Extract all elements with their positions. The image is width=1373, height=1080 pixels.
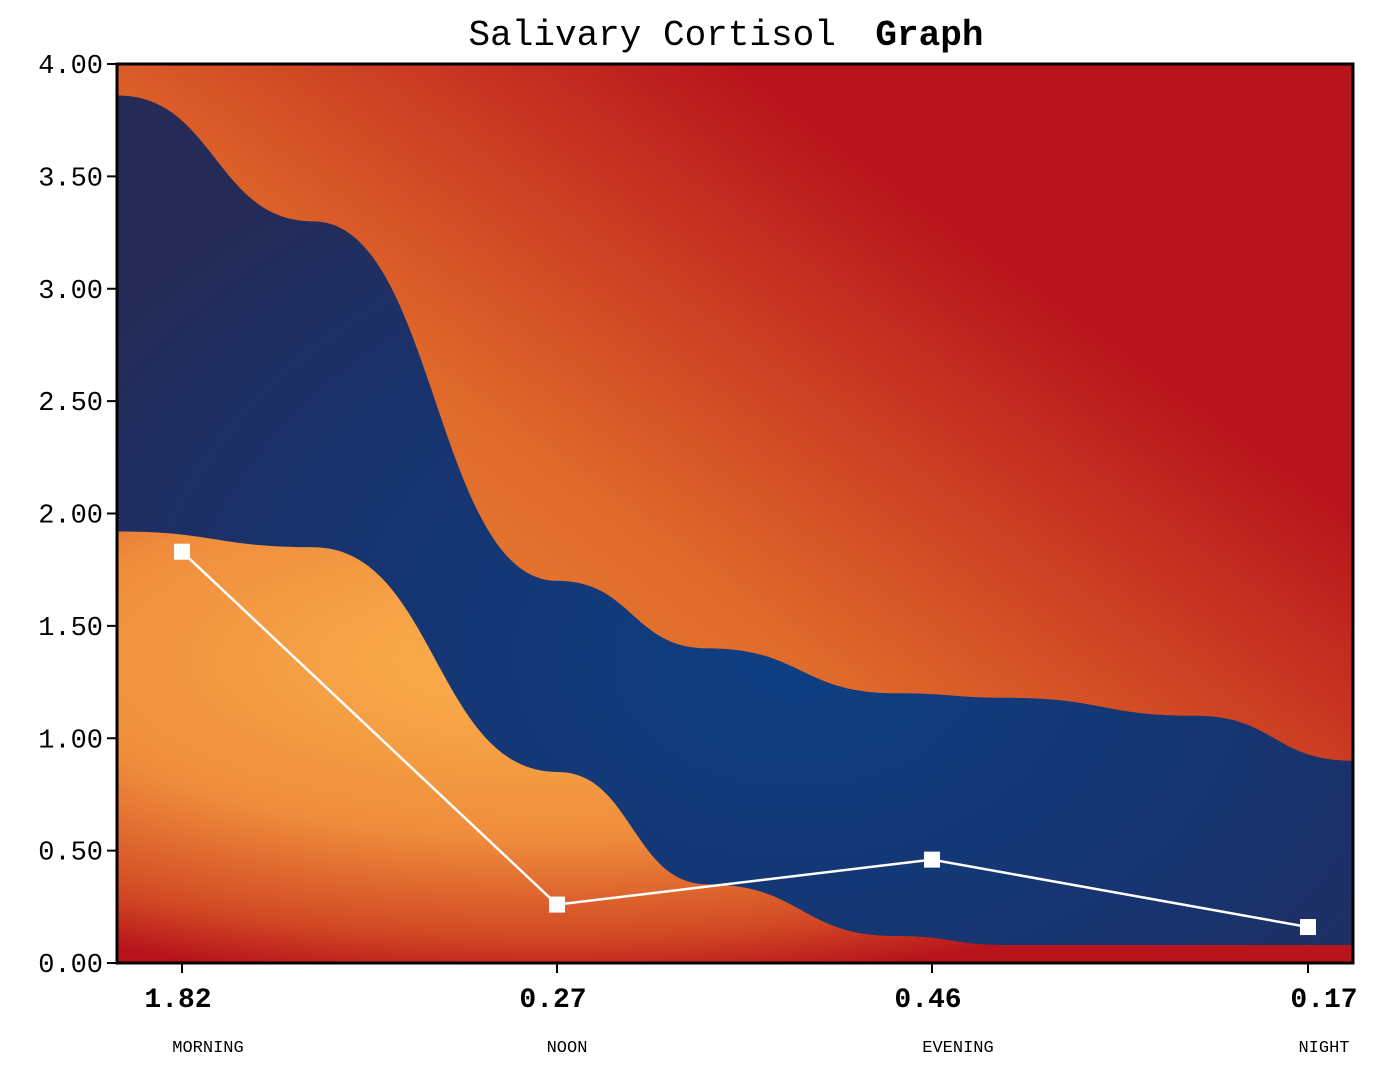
svg-text:Salivary Cortisol Graph: Salivary Cortisol Graph (469, 15, 984, 56)
y-tick-label: 4.00 (38, 52, 103, 82)
title-text: Salivary Cortisol (469, 15, 836, 56)
y-tick-label: 3.50 (38, 164, 103, 194)
y-tick-label: 0.00 (38, 951, 103, 981)
y-tick-label: 0.50 (38, 839, 103, 869)
y-tick-label: 2.50 (38, 389, 103, 419)
data-point-evening (924, 851, 940, 868)
data-point-noon (549, 896, 565, 913)
data-point-morning (174, 543, 190, 560)
y-tick-label: 1.00 (38, 726, 103, 756)
x-axis: 1.82 MORNING 0.27 NOON 0.46 EVENING 0.17 NIGHT (144, 963, 1358, 1058)
x-value-label: 1.82 (144, 985, 211, 1016)
x-value-label: 0.27 (519, 985, 586, 1016)
chart-title: Salivary Cortisol Graph (469, 15, 984, 56)
y-tick-label: 3.00 (38, 277, 103, 307)
y-axis: 0.00 0.50 1.00 1.50 2.00 2.50 3.00 3.50 4.00 (38, 52, 117, 981)
x-category-label: MORNING (172, 1039, 243, 1058)
y-tick-label: 2.00 (38, 502, 103, 532)
cortisol-series-line (181, 550, 1309, 929)
title-bold-text: Graph (875, 15, 983, 56)
plot-area (117, 64, 1353, 963)
x-category-label: NOON (547, 1039, 588, 1058)
y-tick-label: 1.50 (38, 614, 103, 644)
x-category-label: EVENING (922, 1039, 993, 1058)
series-markers (174, 543, 1316, 936)
low-zone-area (117, 531, 1353, 963)
x-value-label: 0.46 (894, 985, 961, 1016)
x-value-label: 0.17 (1290, 985, 1357, 1016)
data-point-night (1300, 919, 1316, 936)
x-category-label: NIGHT (1298, 1039, 1349, 1058)
